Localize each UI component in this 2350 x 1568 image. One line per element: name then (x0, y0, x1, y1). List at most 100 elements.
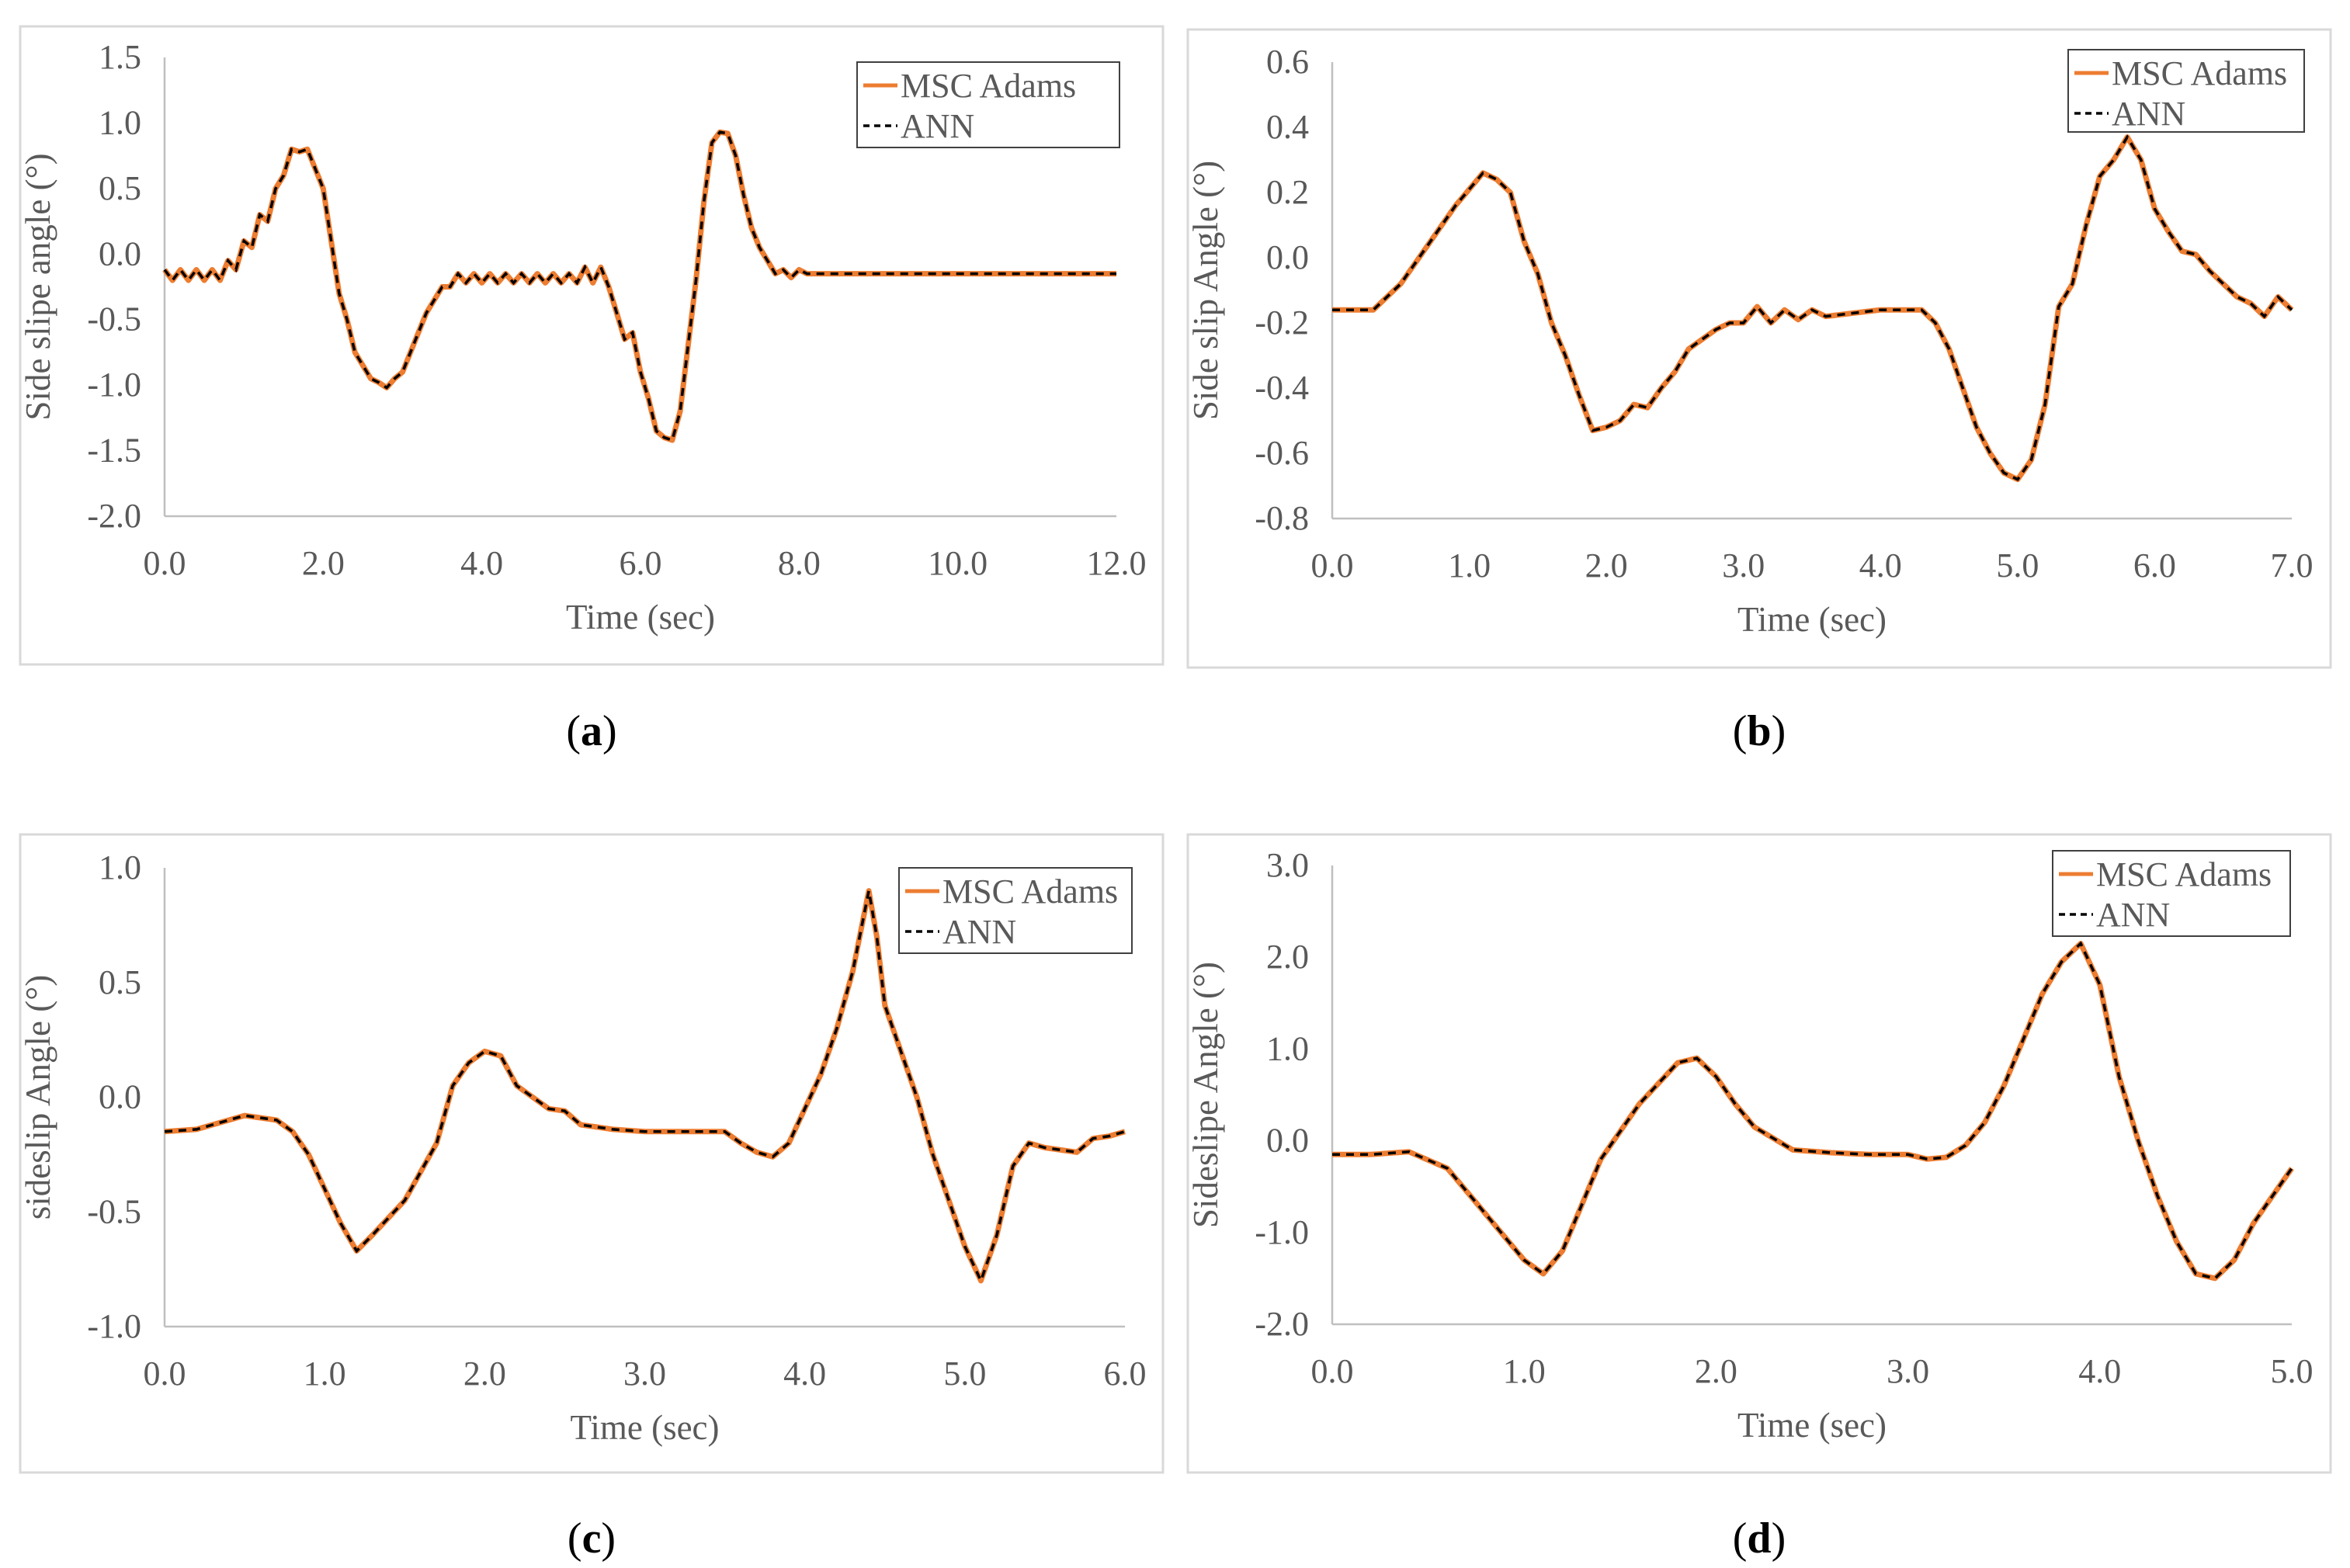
y-tick-label: -0.6 (1255, 434, 1309, 472)
x-tick-labels: 0.0 1.0 2.0 3.0 4.0 5.0 (1311, 1352, 2314, 1390)
x-tick-labels: 0.0 2.0 4.0 6.0 8.0 10.0 12.0 (144, 544, 1147, 582)
legend: MSC Adams ANN (898, 867, 1133, 954)
x-tick-labels: 0.0 1.0 2.0 3.0 4.0 5.0 6.0 (144, 1355, 1147, 1393)
caption-close-paren: ) (602, 707, 617, 755)
y-tick-label: -1.0 (87, 1307, 141, 1345)
y-axis-label: sideslip Angle (°) (19, 975, 57, 1219)
x-tick-label: 6.0 (2133, 546, 2176, 585)
y-tick-label: 0.4 (1266, 108, 1309, 146)
chart-panel-d: -2.0-1.00.01.02.03.0 0.0 1.0 2.0 3.0 4.0 5.0 … (1186, 833, 2332, 1563)
legend: MSC Adams ANN (2067, 49, 2305, 133)
legend: MSC Adams ANN (856, 61, 1120, 148)
series-line-ann (163, 130, 1116, 442)
x-tick-label: 10.0 (928, 544, 988, 582)
y-tick-label: -1.0 (1255, 1213, 1309, 1251)
panel-caption-a: (a) (566, 707, 616, 755)
x-tick-label: 0.0 (144, 1355, 186, 1393)
x-tick-label: 1.0 (304, 1355, 346, 1393)
x-tick-label: 0.0 (1311, 1352, 1354, 1390)
caption-close-paren: ) (1772, 1514, 1786, 1563)
x-tick-label: 3.0 (623, 1355, 666, 1393)
legend-box (856, 61, 1120, 148)
y-tick-label: 0.6 (1266, 43, 1309, 81)
series-lines (1332, 941, 2294, 1282)
y-tick-label: -2.0 (1255, 1305, 1309, 1343)
x-tick-label: 0.0 (1311, 546, 1354, 585)
y-tick-label: 0.0 (1266, 1122, 1309, 1160)
x-axis-label: Time (sec) (570, 1408, 719, 1447)
caption-close-paren: ) (601, 1514, 616, 1563)
y-tick-labels: -1.0 -0.5 0.0 0.5 1.0 (87, 848, 141, 1345)
x-tick-label: 3.0 (1887, 1352, 1929, 1390)
y-tick-label: -0.2 (1255, 304, 1309, 342)
y-tick-label: -0.5 (87, 300, 141, 338)
y-tick-labels: -0.8 -0.6 -0.4 -0.2 0.0 0.2 0.4 0.6 (1255, 43, 1309, 537)
legend-box (2052, 850, 2291, 937)
x-axis-label: Time (sec) (1737, 600, 1887, 639)
caption-letter: b (1747, 707, 1771, 755)
y-tick-label: 0.5 (99, 169, 141, 207)
chart-panel-b: -0.8 -0.6 -0.4 -0.2 0.0 0.2 0.4 0.6 0.0 1.0 2.0 3.… (1186, 28, 2332, 755)
series-lines (162, 129, 1116, 443)
x-tick-label: 6.0 (1104, 1355, 1147, 1393)
y-tick-label: 0.2 (1266, 173, 1309, 211)
x-tick-label: 4.0 (2078, 1352, 2121, 1390)
panel-caption-c: (c) (568, 1514, 616, 1563)
y-tick-label: -0.4 (1255, 369, 1309, 407)
legend-label-msc-adams: MSC Adams (2112, 54, 2287, 92)
y-tick-label: 1.5 (99, 38, 141, 76)
legend-box (2067, 49, 2305, 133)
y-tick-label: 1.0 (1266, 1029, 1309, 1067)
y-tick-label: 0.0 (99, 234, 141, 272)
y-tick-label: 2.0 (1266, 938, 1309, 976)
legend-label-ann: ANN (901, 107, 974, 145)
y-tick-label: 0.0 (99, 1078, 141, 1116)
x-tick-label: 2.0 (1695, 1352, 1737, 1390)
y-axis-label: Sideslipe Angle (°) (1186, 962, 1225, 1228)
chart-panel-c: -1.0-0.50.00.51.0 0.0 1.0 2.0 3.0 4.0 5.0 6.0 … (19, 833, 1165, 1563)
caption-open-paren: ( (568, 1514, 582, 1563)
x-tick-label: 2.0 (463, 1355, 506, 1393)
x-tick-label: 5.0 (1996, 546, 2039, 585)
y-axis-label: Side slipe angle (°) (19, 153, 57, 420)
y-tick-labels: -2.0 -1.5 -1.0 -0.5 0.0 0.5 1.0 1.5 (87, 38, 141, 535)
x-tick-label: 2.0 (1585, 546, 1628, 585)
series-lines (1332, 134, 2294, 483)
x-tick-label: 4.0 (1859, 546, 1902, 585)
caption-letter: c (582, 1514, 602, 1563)
legend-label-ann: ANN (2096, 896, 2170, 934)
legend: MSC Adams ANN (2052, 850, 2291, 937)
y-tick-label: -1.0 (87, 366, 141, 404)
chart-area-frame (1186, 28, 2332, 669)
x-tick-label: 0.0 (144, 544, 186, 582)
legend-label-msc-adams: MSC Adams (901, 67, 1076, 105)
legend-label-ann: ANN (942, 913, 1016, 951)
legend-label-ann: ANN (2112, 95, 2185, 133)
x-tick-label: 5.0 (2271, 1352, 2314, 1390)
caption-open-paren: ( (1733, 707, 1748, 755)
caption-open-paren: ( (1733, 1514, 1748, 1563)
y-tick-label: 0.0 (1266, 238, 1309, 276)
x-tick-label: 1.0 (1503, 1352, 1546, 1390)
series-line-ann (1332, 134, 2293, 481)
x-tick-label: 1.0 (1448, 546, 1491, 585)
y-tick-label: -2.0 (87, 497, 141, 535)
caption-letter: a (581, 707, 602, 755)
panel-caption-b: (b) (1733, 707, 1786, 755)
y-tick-label: -1.5 (87, 432, 141, 470)
x-tick-label: 4.0 (460, 544, 503, 582)
x-tick-label: 6.0 (620, 544, 662, 582)
x-tick-label: 8.0 (778, 544, 821, 582)
x-axis-label: Time (sec) (566, 598, 715, 637)
y-tick-label: -0.8 (1255, 499, 1309, 537)
legend-label-msc-adams: MSC Adams (2096, 855, 2272, 893)
caption-letter: d (1747, 1514, 1771, 1563)
x-axis-label: Time (sec) (1737, 1406, 1887, 1445)
x-tick-labels: 0.0 1.0 2.0 3.0 4.0 5.0 6.0 7.0 (1311, 546, 2314, 585)
series-lines (164, 888, 1126, 1285)
caption-close-paren: ) (1772, 707, 1786, 755)
x-tick-label: 3.0 (1722, 546, 1765, 585)
legend-label-msc-adams: MSC Adams (942, 872, 1118, 911)
series-line-ann (164, 890, 1126, 1285)
